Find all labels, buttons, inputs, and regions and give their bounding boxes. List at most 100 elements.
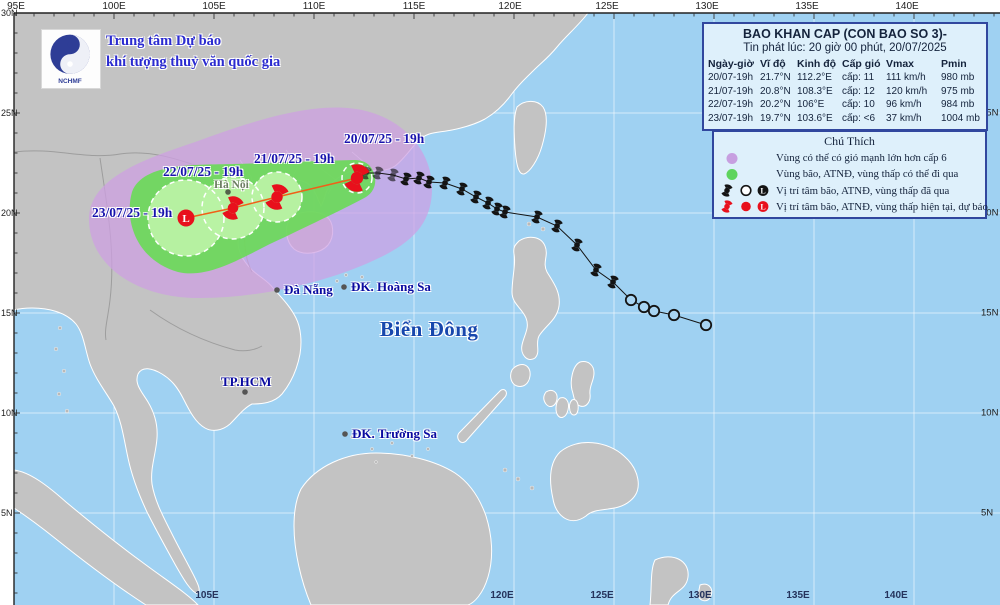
axis-label-bottom: 120E bbox=[490, 590, 514, 601]
storm-forecast-table: Ngày-giờ Vĩ độ Kinh độ Cấp gió Vmax Pmin 20/07… bbox=[708, 57, 982, 125]
legend-item-forecast-positions: L Vị trí tâm bão, ATNĐ, vùng thấp hiện t… bbox=[718, 198, 988, 215]
axis-label-right: 10N bbox=[981, 407, 999, 419]
table-cell: cấp: 12 bbox=[842, 85, 875, 97]
axis-label-top: 125E bbox=[595, 1, 619, 12]
axis-label-left: 15N bbox=[1, 308, 18, 318]
legend-panel: Chú Thích Vùng có thể có gió mạnh lớn hơ… bbox=[712, 130, 988, 219]
storm-track: L bbox=[147, 159, 713, 332]
land-borneo bbox=[293, 452, 493, 605]
table-cell: 96 km/h bbox=[886, 99, 922, 110]
land-maluku-islet bbox=[697, 583, 713, 602]
past-position-icons: L bbox=[718, 182, 769, 199]
axis-label-left: 10N bbox=[1, 408, 18, 418]
depression-symbol bbox=[699, 318, 713, 332]
city-dots bbox=[225, 189, 348, 437]
table-cell: 984 mb bbox=[941, 99, 975, 110]
axis-label-top: 135E bbox=[795, 1, 819, 12]
land-luzon bbox=[511, 236, 560, 360]
label-tp-hcm: TP.HCM bbox=[221, 374, 272, 389]
axis-label-bottom: 135E bbox=[786, 590, 810, 601]
table-header-cell: Kinh độ bbox=[797, 58, 837, 70]
table-cell: 20/07-19h bbox=[708, 72, 754, 83]
axis-label-top: 110E bbox=[302, 1, 326, 12]
storm-info-panel: BAO KHAN CAP (CON BAO SO 3)- Tin phát lú… bbox=[702, 22, 988, 131]
forecast-date-label: 20/07/25 - 19h bbox=[344, 131, 425, 146]
legend-label: Vị trí tâm bão, ATNĐ, vùng thấp đã qua bbox=[776, 184, 950, 197]
axis-label-bottom: 105E bbox=[195, 590, 219, 601]
axis-label-top: 100E bbox=[102, 1, 126, 12]
table-cell: cấp: 11 bbox=[842, 72, 875, 83]
land-samar-leyte bbox=[570, 361, 595, 407]
low-pressure-symbol: L bbox=[177, 209, 195, 227]
land-sulawesi bbox=[649, 556, 689, 605]
purple-zone-icon bbox=[726, 152, 738, 164]
forecast-date-label: 23/07/25 - 19h bbox=[92, 205, 173, 220]
label-hoang-sa: ĐK. Hoàng Sa bbox=[351, 279, 431, 294]
table-header-cell: Pmin bbox=[941, 58, 967, 70]
axis-label-bottom: 125E bbox=[590, 590, 614, 601]
land-mindoro bbox=[510, 364, 531, 387]
table-cell: cấp: <6 bbox=[842, 112, 876, 124]
table-cell: 975 mb bbox=[941, 85, 975, 97]
axis-label-right: 5N bbox=[981, 507, 994, 519]
table-cell: 21/07-19h bbox=[708, 85, 754, 97]
table-cell: 112.2°E bbox=[797, 72, 832, 83]
axis-label-right: 25N bbox=[981, 107, 999, 119]
forecast-position-icons: L bbox=[718, 198, 769, 215]
table-header-cell: Cấp gió bbox=[842, 58, 881, 70]
table-cell: 108.3°E bbox=[797, 85, 833, 97]
axis-label-top: 120E bbox=[498, 1, 522, 12]
legend-item-passage-zone: Vùng bão, ATNĐ, vùng thấp có thể đi qua bbox=[718, 166, 981, 182]
axis-label-top: 95E bbox=[7, 1, 25, 12]
storm-info-issued: Tin phát lúc: 20 giờ 00 phút, 20/07/2025 bbox=[743, 42, 947, 54]
axis-ticks bbox=[13, 12, 1000, 605]
table-cell: 19.7°N bbox=[760, 112, 791, 124]
axis-label-bottom: 140E bbox=[884, 590, 908, 601]
svg-text:L: L bbox=[760, 187, 765, 196]
table-cell: 22/07-19h bbox=[708, 99, 754, 110]
org-name-line1: Trung tâm Dự báo bbox=[106, 33, 222, 49]
land-visayas-2 bbox=[555, 397, 569, 418]
table-cell: 37 km/h bbox=[886, 112, 922, 124]
depression-symbol bbox=[647, 304, 661, 318]
table-cell: 21.7°N bbox=[760, 72, 791, 83]
forecast-date-label: 21/07/25 - 19h bbox=[254, 151, 335, 166]
nchmf-emblem-icon: NCHMF bbox=[50, 34, 90, 85]
table-header-cell: Vmax bbox=[886, 58, 915, 70]
axis-label-bottom: 130E bbox=[688, 590, 712, 601]
svg-text:L: L bbox=[760, 203, 765, 212]
storm-info-title: BAO KHAN CAP (CON BAO SO 3)- bbox=[743, 27, 947, 41]
depression-symbol bbox=[624, 293, 638, 307]
land-visayas-3 bbox=[568, 399, 579, 416]
table-cell: 1004 mb bbox=[941, 112, 980, 124]
table-header-cell: Ngày-giờ bbox=[708, 58, 754, 70]
org-name-line2: khí tượng thuỷ văn quốc gia bbox=[106, 54, 281, 70]
forecast-date-label: 22/07/25 - 19h bbox=[163, 164, 244, 179]
svg-text:NCHMF: NCHMF bbox=[58, 78, 82, 85]
legend-label: Vị trí tâm bão, ATNĐ, vùng thấp hiện tại… bbox=[776, 200, 988, 213]
depression-symbol bbox=[637, 300, 651, 314]
legend-label: Vùng có thể có gió mạnh lớn hơn cấp 6 bbox=[776, 152, 947, 164]
label-bien-dong: Biển Đông bbox=[380, 317, 479, 341]
axis-label-left: 5N bbox=[1, 508, 13, 518]
land-palawan bbox=[457, 389, 507, 444]
label-truong-sa: ĐK. Trường Sa bbox=[352, 426, 437, 441]
label-da-nang: Đà Nẵng bbox=[284, 282, 333, 297]
legend-label: Vùng bão, ATNĐ, vùng thấp có thể đi qua bbox=[776, 168, 959, 180]
nchmf-logo: NCHMF bbox=[41, 29, 101, 89]
legend-item-wind-zone: Vùng có thể có gió mạnh lớn hơn cấp 6 bbox=[718, 150, 981, 166]
axis-label-top: 105E bbox=[202, 1, 226, 12]
depression-symbol bbox=[667, 308, 681, 322]
table-cell: cấp: 10 bbox=[842, 99, 875, 110]
axis-label-right: 20N bbox=[981, 207, 999, 219]
table-cell: 120 km/h bbox=[886, 85, 928, 97]
table-cell: 106°E bbox=[797, 99, 825, 110]
land-visayas-1 bbox=[543, 389, 558, 407]
table-cell: 111 km/h bbox=[886, 72, 926, 83]
axis-label-left: 25N bbox=[1, 108, 18, 118]
table-cell: 20.2°N bbox=[760, 99, 791, 110]
table-cell: 980 mb bbox=[941, 72, 975, 83]
label-ha-noi: Hà Nội bbox=[214, 179, 249, 191]
legend-item-past-positions: L Vị trí tâm bão, ATNĐ, vùng thấp đã qua bbox=[718, 182, 981, 199]
